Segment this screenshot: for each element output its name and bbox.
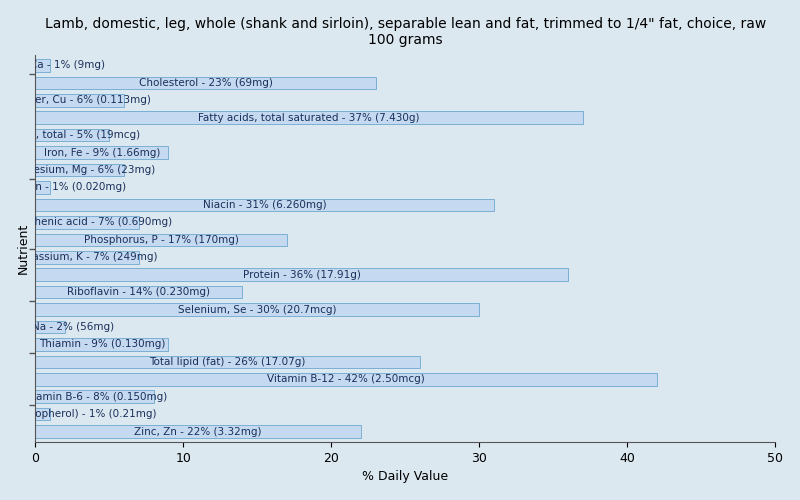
Bar [35,129,110,141]
Text: Pantothenic acid - 7% (0.690mg): Pantothenic acid - 7% (0.690mg) [2,218,173,228]
Text: Riboflavin - 14% (0.230mg): Riboflavin - 14% (0.230mg) [67,287,210,297]
Bar [35,76,376,89]
Bar [35,408,50,420]
Text: Fatty acids, total saturated - 37% (7.430g): Fatty acids, total saturated - 37% (7.43… [198,112,420,122]
Text: Potassium, K - 7% (249mg): Potassium, K - 7% (249mg) [16,252,158,262]
Text: Copper, Cu - 6% (0.113mg): Copper, Cu - 6% (0.113mg) [8,96,151,106]
Y-axis label: Nutrient: Nutrient [17,223,30,274]
Text: Selenium, Se - 30% (20.7mcg): Selenium, Se - 30% (20.7mcg) [178,304,337,314]
Bar [35,234,287,246]
Bar [35,112,583,124]
Bar [35,426,361,438]
Text: Protein - 36% (17.91g): Protein - 36% (17.91g) [242,270,361,280]
Text: Total lipid (fat) - 26% (17.07g): Total lipid (fat) - 26% (17.07g) [150,357,306,367]
Text: Magnesium, Mg - 6% (23mg): Magnesium, Mg - 6% (23mg) [5,165,154,175]
Bar [35,146,169,159]
Bar [35,216,139,228]
Text: Vitamin B-12 - 42% (2.50mcg): Vitamin B-12 - 42% (2.50mcg) [267,374,425,384]
Text: Vitamin E (alpha-tocopherol) - 1% (0.21mg): Vitamin E (alpha-tocopherol) - 1% (0.21m… [0,409,156,419]
Bar [35,251,139,264]
Bar [35,94,124,106]
Text: Phosphorus, P - 17% (170mg): Phosphorus, P - 17% (170mg) [84,235,238,245]
Text: Iron, Fe - 9% (1.66mg): Iron, Fe - 9% (1.66mg) [44,148,160,158]
X-axis label: % Daily Value: % Daily Value [362,470,448,484]
Bar [35,268,568,281]
Bar [35,198,494,211]
Bar [35,304,479,316]
Text: Zinc, Zn - 22% (3.32mg): Zinc, Zn - 22% (3.32mg) [134,426,262,436]
Title: Lamb, domestic, leg, whole (shank and sirloin), separable lean and fat, trimmed : Lamb, domestic, leg, whole (shank and si… [45,16,766,47]
Text: Calcium, Ca - 1% (9mg): Calcium, Ca - 1% (9mg) [0,60,105,70]
Text: Manganese, Mn - 1% (0.020mg): Manganese, Mn - 1% (0.020mg) [0,182,126,192]
Text: Sodium, Na - 2% (56mg): Sodium, Na - 2% (56mg) [0,322,114,332]
Bar [35,181,50,194]
Bar [35,356,420,368]
Bar [35,286,242,298]
Bar [35,390,154,403]
Bar [35,59,50,72]
Text: Cholesterol - 23% (69mg): Cholesterol - 23% (69mg) [138,78,272,88]
Text: Folate, total - 5% (19mcg): Folate, total - 5% (19mcg) [4,130,140,140]
Bar [35,164,124,176]
Bar [35,338,169,350]
Text: Niacin - 31% (6.260mg): Niacin - 31% (6.260mg) [203,200,326,210]
Text: Thiamin - 9% (0.130mg): Thiamin - 9% (0.130mg) [38,340,165,349]
Bar [35,373,657,386]
Text: Vitamin B-6 - 8% (0.150mg): Vitamin B-6 - 8% (0.150mg) [22,392,167,402]
Bar [35,320,65,334]
